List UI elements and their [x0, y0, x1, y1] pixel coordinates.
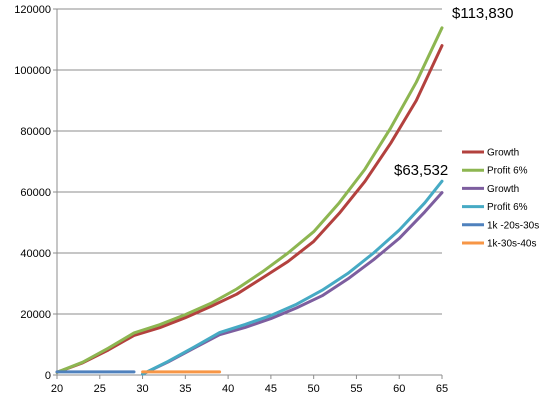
annotations: $113,830 $63,532	[394, 5, 513, 179]
x-tick-label: 65	[436, 383, 448, 395]
x-tick-label: 60	[393, 383, 405, 395]
annotation-label: $113,830	[452, 5, 513, 22]
series-line-3	[141, 191, 444, 376]
x-tick-label: 25	[94, 383, 106, 395]
legend: Growth Profit 6% Growth Profit 6% 1k -20s-30…	[462, 148, 539, 250]
gridlines	[57, 8, 442, 315]
legend-label: 1k -20s-30s	[487, 220, 539, 231]
legend-label: 1k-30s-40s	[487, 239, 536, 250]
series-line-2	[55, 26, 444, 374]
x-tick-label: 40	[222, 383, 234, 395]
x-tick-label: 20	[51, 383, 63, 395]
y-tick-label: 60000	[20, 187, 51, 199]
axes: 0 20000 40000 60000 80000 100000 120000 20 25 30 3…	[14, 4, 448, 395]
legend-label: Profit 6%	[487, 166, 528, 177]
x-tick-label: 55	[350, 383, 362, 395]
x-tick-label: 30	[136, 383, 148, 395]
y-tick-label: 120000	[14, 4, 51, 16]
x-tick-label: 45	[265, 383, 277, 395]
annotation-label: $63,532	[394, 162, 448, 179]
series-line-1	[55, 44, 444, 374]
y-tick-label: 80000	[20, 126, 51, 138]
x-tick-label: 50	[308, 383, 320, 395]
x-tick-label: 35	[179, 383, 191, 395]
legend-label: Growth	[487, 148, 519, 159]
series-lines	[55, 26, 444, 376]
legend-label: Profit 6%	[487, 202, 528, 213]
y-tick-label: 100000	[14, 65, 51, 77]
y-tick-label: 0	[45, 370, 51, 382]
legend-label: Growth	[487, 184, 519, 195]
series-line-4	[141, 179, 444, 376]
y-tick-label: 40000	[20, 248, 51, 260]
y-tick-label: 20000	[20, 309, 51, 321]
